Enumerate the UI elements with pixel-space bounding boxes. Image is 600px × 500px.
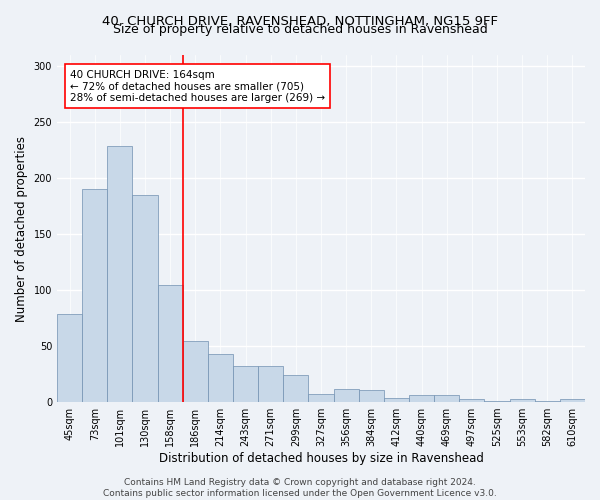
Bar xyxy=(509,398,535,402)
X-axis label: Distribution of detached houses by size in Ravenshead: Distribution of detached houses by size … xyxy=(158,452,484,465)
Bar xyxy=(158,284,183,402)
Bar xyxy=(384,398,409,402)
Text: 40 CHURCH DRIVE: 164sqm
← 72% of detached houses are smaller (705)
28% of semi-d: 40 CHURCH DRIVE: 164sqm ← 72% of detache… xyxy=(70,70,325,103)
Bar xyxy=(560,398,585,402)
Text: Size of property relative to detached houses in Ravenshead: Size of property relative to detached ho… xyxy=(113,22,487,36)
Bar xyxy=(434,396,459,402)
Bar xyxy=(283,375,308,402)
Bar xyxy=(183,340,208,402)
Bar xyxy=(334,388,359,402)
Bar xyxy=(57,314,82,402)
Text: 40, CHURCH DRIVE, RAVENSHEAD, NOTTINGHAM, NG15 9FF: 40, CHURCH DRIVE, RAVENSHEAD, NOTTINGHAM… xyxy=(102,15,498,28)
Bar xyxy=(107,146,133,402)
Bar xyxy=(133,195,158,402)
Bar xyxy=(308,394,334,402)
Bar xyxy=(484,401,509,402)
Bar xyxy=(82,190,107,402)
Bar xyxy=(258,366,283,402)
Bar xyxy=(233,366,258,402)
Text: Contains HM Land Registry data © Crown copyright and database right 2024.
Contai: Contains HM Land Registry data © Crown c… xyxy=(103,478,497,498)
Bar xyxy=(359,390,384,402)
Bar xyxy=(535,401,560,402)
Bar xyxy=(409,396,434,402)
Bar xyxy=(208,354,233,402)
Bar xyxy=(459,398,484,402)
Y-axis label: Number of detached properties: Number of detached properties xyxy=(15,136,28,322)
